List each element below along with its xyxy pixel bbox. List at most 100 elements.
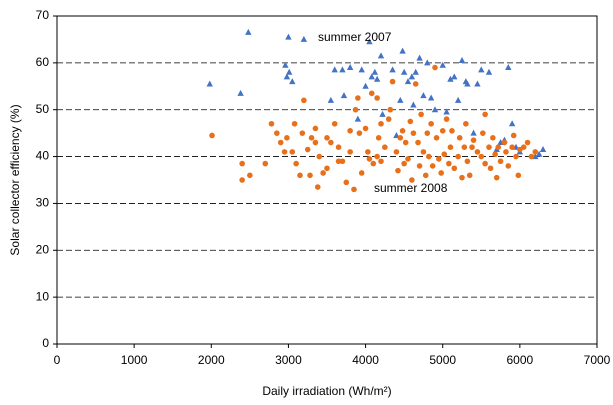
point [358, 66, 365, 73]
point [239, 177, 245, 183]
y-tick-label: 40 [36, 149, 50, 163]
point [415, 139, 421, 146]
point [307, 172, 313, 179]
point [370, 160, 377, 167]
y-tick-label: 50 [36, 102, 50, 116]
x-axis-label: Daily irradiation (Wh/m²) [262, 384, 391, 398]
point [443, 108, 450, 115]
point [439, 128, 446, 134]
point [470, 137, 477, 143]
point [352, 106, 359, 113]
point [378, 120, 384, 127]
point [368, 90, 375, 97]
point [532, 149, 539, 155]
point [418, 111, 424, 118]
point [339, 158, 346, 165]
point [239, 160, 245, 167]
point [466, 172, 473, 179]
point [412, 81, 419, 87]
point [478, 153, 485, 160]
point [373, 75, 381, 82]
point [438, 170, 444, 176]
point [389, 66, 396, 73]
point [454, 96, 462, 103]
point [402, 139, 409, 146]
point [463, 120, 469, 127]
point [316, 153, 323, 160]
point [365, 149, 371, 155]
point [433, 135, 440, 141]
point [347, 128, 353, 134]
point [293, 160, 299, 167]
point [209, 132, 215, 139]
point [449, 128, 455, 134]
x-tick-label: 6000 [507, 353, 534, 367]
point [312, 139, 319, 146]
point [378, 158, 384, 165]
point [458, 57, 466, 64]
point [389, 78, 396, 85]
point [482, 111, 488, 118]
point [362, 125, 369, 132]
point [524, 139, 531, 146]
point [428, 120, 434, 127]
point [374, 95, 380, 101]
y-tick-label: 0 [42, 336, 49, 350]
point [399, 47, 406, 54]
point [424, 59, 431, 66]
point [331, 120, 338, 127]
point [424, 130, 431, 136]
point [387, 106, 394, 113]
point [320, 170, 326, 176]
point [493, 174, 500, 181]
point [426, 153, 432, 160]
point [340, 92, 348, 99]
point [480, 130, 486, 136]
point [308, 135, 315, 141]
point [420, 149, 427, 155]
point [247, 172, 253, 179]
point [324, 135, 330, 141]
point [461, 144, 468, 150]
point [495, 144, 502, 150]
point [508, 120, 516, 127]
point [351, 186, 357, 193]
point [410, 130, 417, 136]
point [447, 75, 454, 82]
point [427, 94, 435, 101]
point [206, 80, 213, 87]
point [382, 144, 388, 150]
x-tick-label: 5000 [429, 353, 456, 367]
point [410, 101, 417, 108]
point [492, 151, 498, 158]
point [328, 139, 334, 146]
point [362, 82, 369, 89]
point [464, 80, 471, 87]
point [459, 174, 465, 181]
point [412, 68, 419, 75]
point [482, 160, 488, 167]
x-tick-label: 7000 [584, 353, 611, 367]
point [485, 68, 493, 75]
point [490, 135, 496, 141]
point [404, 78, 412, 85]
point [297, 172, 303, 179]
point [289, 149, 296, 155]
point [268, 120, 275, 127]
point [324, 165, 330, 172]
point [335, 158, 342, 165]
point [470, 129, 477, 136]
point [455, 153, 461, 160]
point [441, 151, 448, 158]
point [400, 68, 408, 75]
point [300, 35, 308, 42]
point [446, 160, 452, 167]
x-tick-label: 3000 [275, 353, 302, 367]
point [301, 97, 307, 104]
point [314, 184, 321, 190]
point [312, 125, 319, 132]
point [355, 95, 361, 101]
point [497, 158, 504, 165]
point [245, 28, 252, 35]
point [478, 66, 485, 73]
